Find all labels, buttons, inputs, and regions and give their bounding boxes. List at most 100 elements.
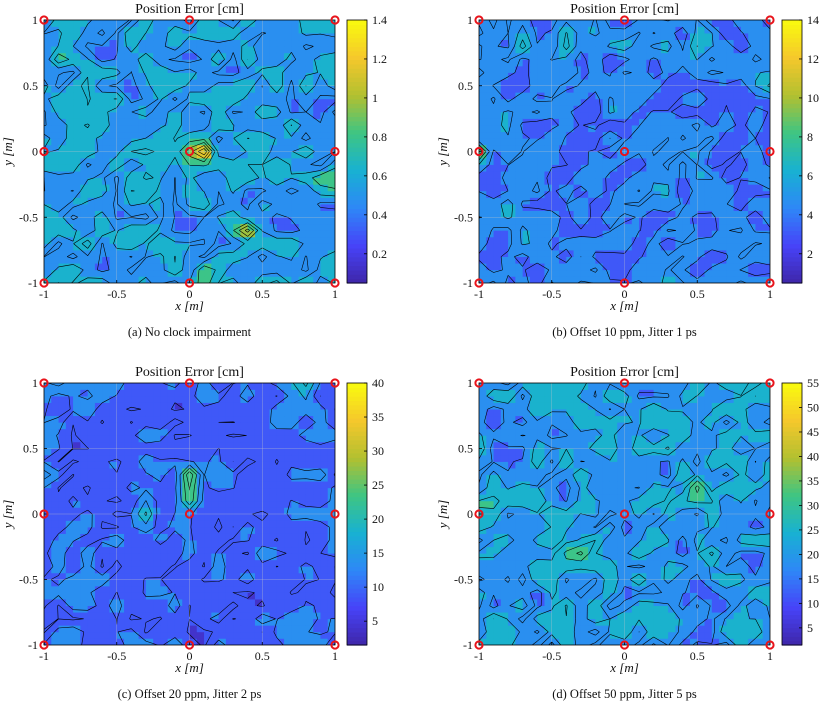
contour-cell — [544, 125, 552, 132]
contour-cell — [131, 105, 139, 112]
contour-cell — [168, 389, 176, 396]
contour-cell — [153, 527, 161, 534]
contour-cell — [734, 99, 742, 106]
contour-cell — [763, 46, 771, 53]
contour-cell — [95, 164, 103, 171]
contour-cell — [240, 409, 248, 416]
contour-cell — [683, 256, 691, 263]
contour-cell — [131, 158, 139, 165]
y-tick-label: -0.5 — [454, 210, 473, 224]
contour-cell — [646, 256, 654, 263]
contour-cell — [204, 619, 212, 626]
contour-cell — [175, 237, 183, 244]
contour-cell — [262, 263, 270, 270]
contour-cell — [255, 448, 263, 455]
contour-cell — [248, 474, 256, 481]
contour-cell — [153, 53, 161, 60]
contour-cell — [705, 243, 713, 250]
contour-cell — [646, 164, 654, 171]
contour-cell — [559, 210, 567, 217]
contour-cell — [219, 481, 227, 488]
contour-cell — [204, 131, 212, 138]
contour-cell — [284, 197, 292, 204]
contour-cell — [240, 33, 248, 40]
contour-cell — [299, 592, 307, 599]
contour-cell — [479, 99, 487, 106]
contour-cell — [204, 474, 212, 481]
contour-cell — [277, 435, 285, 442]
contour-cell — [146, 33, 154, 40]
contour-cell — [51, 501, 59, 508]
contour-cell — [153, 540, 161, 547]
y-tick-label: 0.5 — [458, 79, 473, 93]
contour-cell — [190, 191, 198, 198]
contour-cell — [646, 138, 654, 145]
contour-cell — [226, 632, 234, 639]
contour-cell — [66, 243, 74, 250]
contour-cell — [102, 422, 110, 429]
contour-cell — [719, 46, 727, 53]
contour-cell — [255, 415, 263, 422]
contour-cell — [537, 210, 545, 217]
contour-cell — [73, 210, 81, 217]
contour-cell — [44, 99, 52, 106]
contour-cell — [59, 422, 67, 429]
contour-cell — [139, 566, 147, 573]
contour-cell — [494, 151, 502, 158]
contour-cell — [240, 448, 248, 455]
contour-cell — [486, 210, 494, 217]
contour-cell — [530, 131, 538, 138]
contour-cell — [102, 501, 110, 508]
contour-cell — [284, 263, 292, 270]
contour-cell — [494, 66, 502, 73]
contour-cell — [80, 619, 88, 626]
contour-cell — [59, 448, 67, 455]
contour-cell — [262, 514, 270, 521]
colorbar: 0.20.40.60.811.21.4 — [347, 13, 387, 284]
contour-cell — [277, 33, 285, 40]
contour-cell — [712, 92, 720, 99]
contour-cell — [117, 455, 125, 462]
contour-cell — [139, 638, 147, 645]
contour-cell — [190, 53, 198, 60]
contour-cell — [610, 59, 618, 66]
contour-cell — [734, 118, 742, 125]
contour-cell — [486, 72, 494, 79]
contour-cell — [270, 72, 278, 79]
contour-cell — [219, 131, 227, 138]
contour-cell — [102, 138, 110, 145]
contour-cell — [291, 204, 299, 211]
contour-cell — [175, 224, 183, 231]
contour-cell — [44, 237, 52, 244]
colorbar-tick-label: 2 — [807, 247, 813, 261]
contour-cell — [139, 39, 147, 46]
contour-cell — [581, 243, 589, 250]
contour-cell — [153, 619, 161, 626]
contour-cell — [139, 217, 147, 224]
contour-cell — [197, 409, 205, 416]
contour-cell — [66, 579, 74, 586]
contour-cell — [284, 151, 292, 158]
contour-cell — [102, 455, 110, 462]
contour-cell — [755, 72, 763, 79]
contour-cell — [603, 99, 611, 106]
contour-cell — [233, 501, 241, 508]
contour-cell — [153, 599, 161, 606]
contour-cell — [306, 507, 314, 514]
contour-cell — [661, 184, 669, 191]
contour-cell — [211, 184, 219, 191]
contour-cell — [117, 197, 125, 204]
contour-cell — [160, 488, 168, 495]
contour-cell — [153, 494, 161, 501]
contour-cell — [233, 217, 241, 224]
contour-cell — [117, 138, 125, 145]
contour-cell — [748, 158, 756, 165]
contour-cell — [748, 197, 756, 204]
contour-cell — [102, 468, 110, 475]
contour-cell — [639, 92, 647, 99]
contour-cell — [51, 224, 59, 231]
contour-cell — [211, 573, 219, 580]
contour-cell — [719, 151, 727, 158]
contour-cell — [328, 158, 336, 165]
contour-cell — [719, 39, 727, 46]
